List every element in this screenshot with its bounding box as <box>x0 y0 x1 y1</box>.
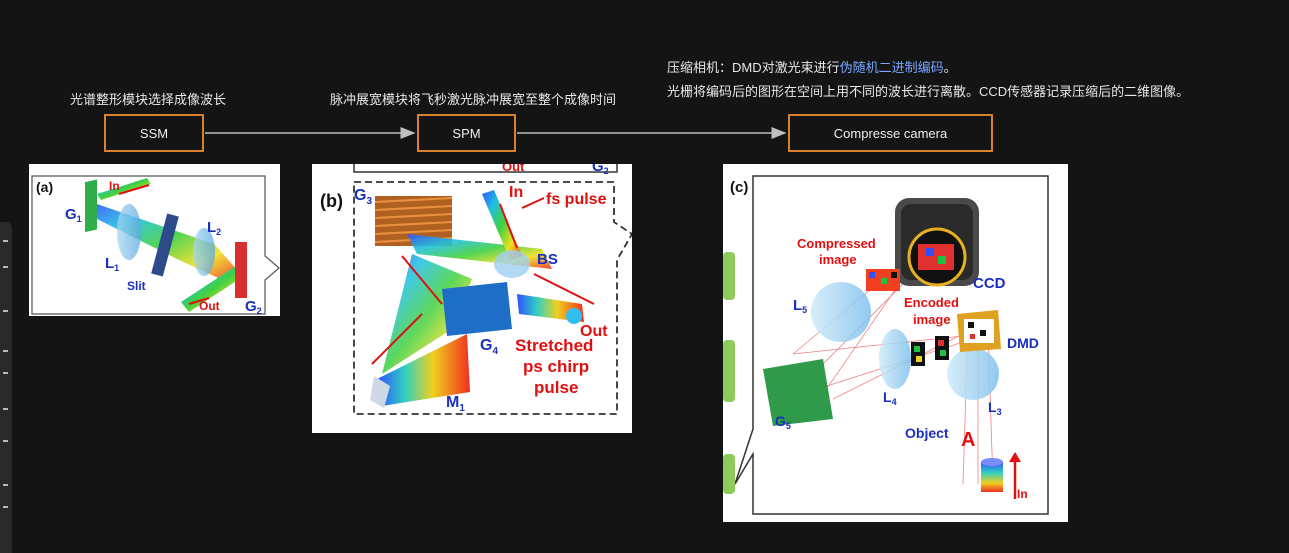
camera-caption-line2: 光栅将编码后的图形在空间上用不同的波长进行离散。CCD传感器记录压缩后的二维图像… <box>667 84 1190 99</box>
panel-a-l1-label: L1 <box>105 255 119 273</box>
panel-b-top-out-label: Out <box>502 164 525 174</box>
panel-b-g4-label: G4 <box>480 337 498 357</box>
panel-b-in-label: In <box>509 184 523 201</box>
panel-c-tag: (c) <box>730 179 748 196</box>
panel-a-tag: (a) <box>36 179 53 195</box>
panel-a-l2-label: L2 <box>207 219 221 237</box>
panel-c-compressed-line2: image <box>819 252 857 267</box>
panel-b-tag: (b) <box>320 191 343 211</box>
pseudo-random-link[interactable]: 伪随机二进制编码 <box>839 60 944 75</box>
panel-a-g1-label: G1 <box>65 206 82 224</box>
panel-b-fs-pulse-label: fs pulse <box>546 191 607 208</box>
panel-c-in-label: In <box>1017 487 1028 501</box>
panel-c-l5-label: L5 <box>793 297 807 315</box>
ssm-node[interactable]: SSM <box>104 114 204 152</box>
panel-b-stretched-line3: pulse <box>534 378 578 397</box>
panel-b-top-g2-label: G2 <box>592 164 609 176</box>
spm-node[interactable]: SPM <box>417 114 516 152</box>
panel-a-slit-label: Slit <box>127 279 146 293</box>
panel-c-compressed-line1: Compressed <box>797 236 876 251</box>
panel-b-stretched-line2: ps chirp <box>523 357 589 376</box>
panel-c-g5-label: G5 <box>775 413 791 431</box>
panel-c-encoded-line1: Encoded <box>904 295 959 310</box>
camera-node[interactable]: Compresse camera <box>788 114 993 152</box>
panel-b-bs-label: BS <box>537 251 558 268</box>
panel-c-object-label: Object <box>905 425 949 441</box>
panel-c-ccd-label: CCD <box>973 275 1006 292</box>
panel-b-m1-label: M1 <box>446 394 465 414</box>
panel-b-stretched-line1: Stretched <box>515 336 593 355</box>
panel-b-out-label: Out <box>580 323 608 340</box>
camera-caption-suffix: 。 <box>943 60 957 75</box>
panel-c-dmd-label: DMD <box>1007 335 1039 351</box>
camera-caption-prefix: 压缩相机：DMD对激光束进行 <box>667 60 840 75</box>
ssm-caption: 光谱整形模块选择成像波长 <box>70 92 227 107</box>
left-sidebar-strip <box>0 222 12 553</box>
panel-c-l3-label: L3 <box>988 399 1002 417</box>
panel-b-pulse-stretcher: Out G2 (b) G3 In fs pulse BS Out G4 Stre… <box>312 164 632 433</box>
panel-a-in-label: In <box>109 179 120 193</box>
panel-c-object-letter: A <box>961 429 975 451</box>
panel-a-g2-label: G2 <box>245 298 262 316</box>
panel-a-out-label: Out <box>199 299 220 313</box>
panel-c-compressed-camera: (c) Compressed image CCD L5 Encoded imag… <box>723 164 1068 522</box>
spm-caption: 脉冲展宽模块将飞秒激光脉冲展宽至整个成像时间 <box>330 92 617 107</box>
panel-a-spectral-shaping: (a) In G1 L1 L2 Slit Out G2 <box>29 164 280 316</box>
camera-caption-line1: 压缩相机：DMD对激光束进行伪随机二进制编码。 <box>667 57 957 76</box>
panel-c-encoded-line2: image <box>913 312 951 327</box>
panel-c-l4-label: L4 <box>883 389 897 407</box>
panel-b-g3-label: G3 <box>354 187 372 207</box>
